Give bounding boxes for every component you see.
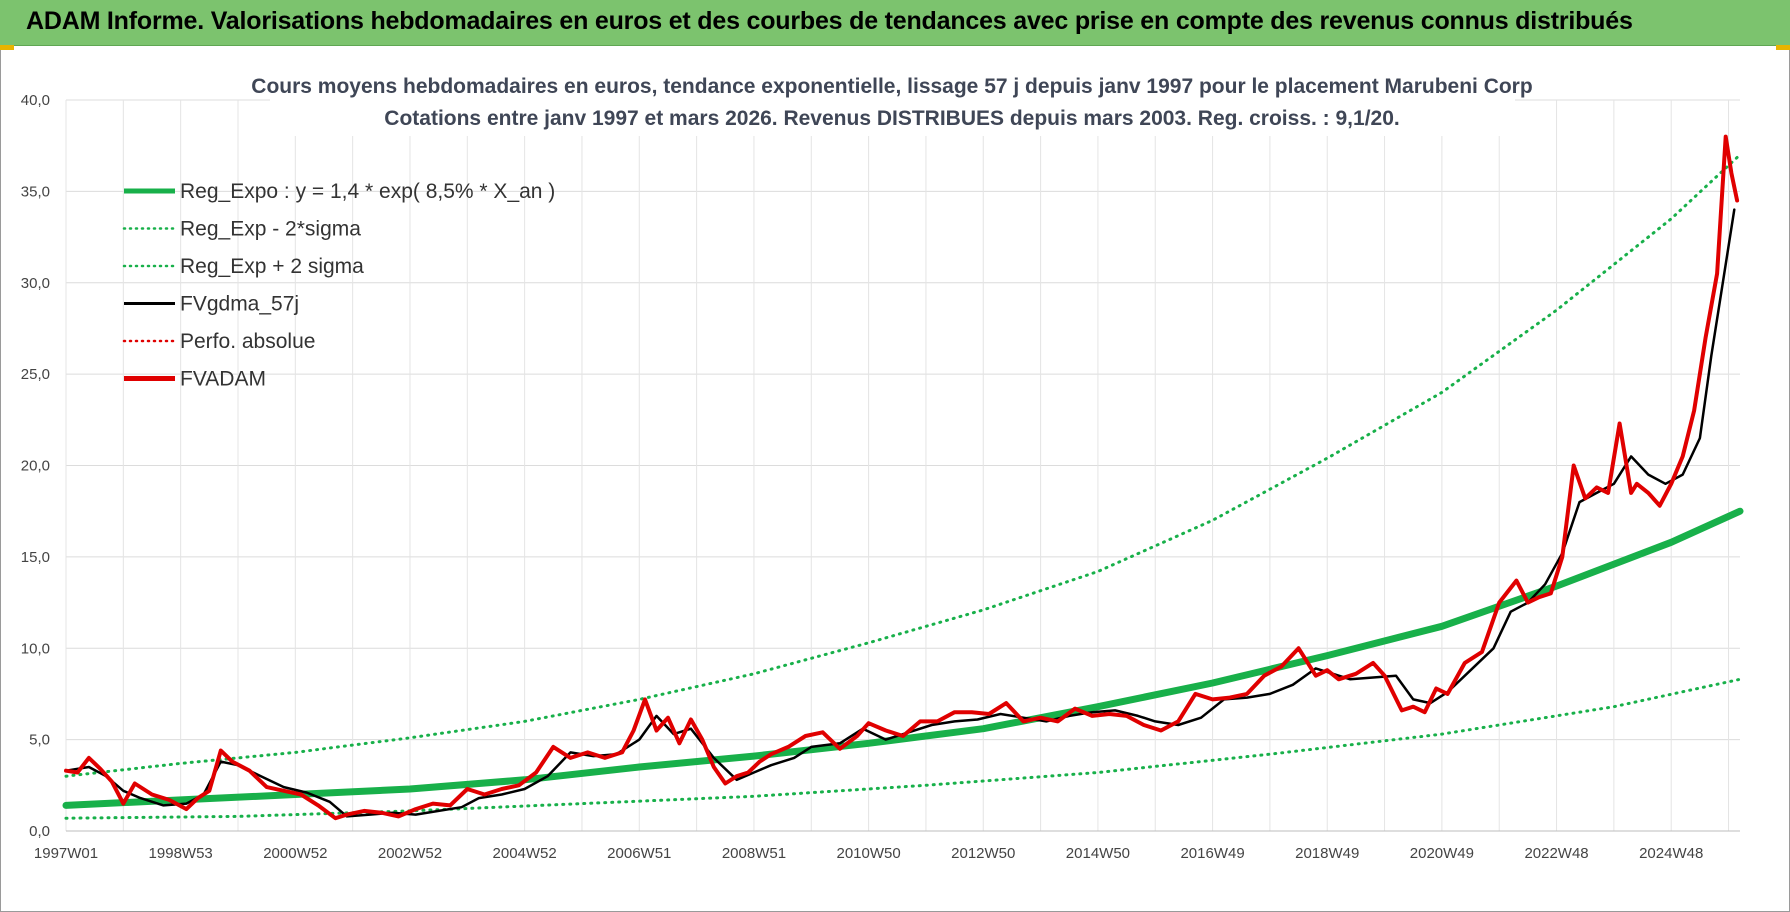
header-banner: ADAM Informe. Valorisations hebdomadaire… <box>0 0 1790 46</box>
x-tick-label: 2018W49 <box>1295 845 1359 862</box>
legend-entry-label: Reg_Expo : y = 1,4 * exp( 8,5% * X_an ) <box>180 180 555 203</box>
legend: Reg_Expo : y = 1,4 * exp( 8,5% * X_an ) R… <box>122 180 555 391</box>
x-tick-label: 2000W52 <box>263 845 327 862</box>
x-tick-label: 2010W50 <box>836 845 900 862</box>
x-tick-label: 2008W51 <box>722 845 786 862</box>
series-line-5 <box>64 134 1740 821</box>
x-tick-label: 2024W48 <box>1639 845 1703 862</box>
x-tick-label: 2014W50 <box>1066 845 1130 862</box>
series-line-0 <box>62 507 1744 809</box>
x-tick-label: 2012W50 <box>951 845 1015 862</box>
y-tick-label: 0,0 <box>29 823 50 840</box>
grid-lines <box>65 99 1740 832</box>
y-tick-label: 30,0 <box>21 275 50 292</box>
corner-marker-right <box>1776 45 1790 50</box>
x-tick-label: 2022W48 <box>1524 845 1588 862</box>
y-tick-label: 40,0 <box>21 92 50 109</box>
x-tick-label: 2020W49 <box>1410 845 1474 862</box>
y-tick-label: 15,0 <box>21 549 50 566</box>
axes: 0,0 5,0 10,0 15,0 20,0 25,0 30,0 35,0 40,0 1997W0… <box>21 92 1740 862</box>
legend-entry-label: Perfo. absolue <box>180 330 315 353</box>
x-tick-label: 1997W01 <box>34 845 98 862</box>
title-background <box>270 70 1515 136</box>
banner-title: ADAM Informe. Valorisations hebdomadaire… <box>26 7 1633 35</box>
corner-marker-left <box>0 45 14 50</box>
x-tick-label: 2002W52 <box>378 845 442 862</box>
y-tick-label: 5,0 <box>29 732 50 749</box>
series-layer <box>62 134 1744 821</box>
series-line-3 <box>64 208 1736 818</box>
x-tick-label: 2004W52 <box>493 845 557 862</box>
legend-entry-label: FVADAM <box>180 368 266 391</box>
y-tick-label: 20,0 <box>21 458 50 475</box>
series-line-2 <box>64 153 1742 778</box>
y-tick-label: 35,0 <box>21 183 50 200</box>
x-tick-label: 2016W49 <box>1180 845 1244 862</box>
chart-title-line1: Cours moyens hebdomadaires en euros, ten… <box>251 75 1532 98</box>
x-tick-label: 2006W51 <box>607 845 671 862</box>
y-tick-label: 10,0 <box>21 640 50 657</box>
y-tick-label: 25,0 <box>21 366 50 383</box>
legend-entry-label: Reg_Exp - 2*sigma <box>180 218 361 241</box>
legend-entry-label: FVgdma_57j <box>180 293 299 316</box>
x-tick-label: 1998W53 <box>149 845 213 862</box>
legend-entry-label: Reg_Exp + 2 sigma <box>180 255 364 278</box>
chart-title-line2: Cotations entre janv 1997 et mars 2026. … <box>384 107 1399 130</box>
